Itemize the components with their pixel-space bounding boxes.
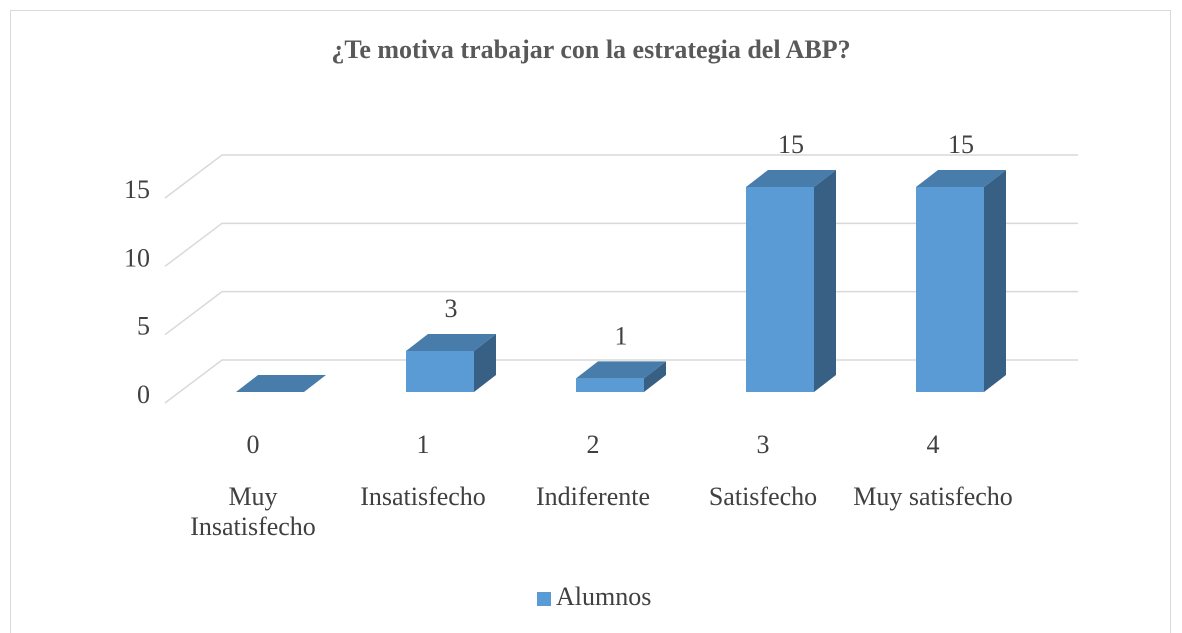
bar-side xyxy=(814,170,836,392)
x-category-label: Insatisfecho xyxy=(360,482,486,511)
bar xyxy=(406,351,474,392)
x-category-label: Muy Insatisfecho xyxy=(190,482,316,541)
bar-top xyxy=(916,170,1006,187)
bar-top xyxy=(576,361,666,379)
x-tick-label: 3 xyxy=(757,430,770,459)
x-tick-label: 4 xyxy=(927,430,940,459)
y-tick-label: 10 xyxy=(124,243,150,272)
y-tick-label: 0 xyxy=(137,380,150,409)
y-tick-label: 15 xyxy=(124,175,150,204)
legend-swatch xyxy=(537,592,551,606)
bar-side xyxy=(644,361,666,392)
data-label: 3 xyxy=(445,294,458,323)
x-category-label: Muy satisfecho xyxy=(853,482,1013,511)
bar-top xyxy=(236,375,326,392)
legend-label: Alumnos xyxy=(556,582,651,611)
x-tick-label: 0 xyxy=(247,430,260,459)
bar xyxy=(746,187,814,392)
bar-top xyxy=(746,170,836,187)
data-label: 1 xyxy=(615,321,628,350)
x-tick-label: 2 xyxy=(587,430,600,459)
y-tick-label: 5 xyxy=(137,312,150,341)
bar xyxy=(576,378,644,392)
x-category-label: Satisfecho xyxy=(708,482,818,511)
bar xyxy=(916,187,984,392)
grid-line xyxy=(164,154,1078,199)
data-label: 15 xyxy=(948,130,974,159)
bar-side xyxy=(984,170,1006,392)
bar-side xyxy=(474,334,496,392)
chart-border xyxy=(10,10,1171,633)
bar-top xyxy=(406,334,496,351)
chart-title: ¿Te motiva trabajar con la estrategia de… xyxy=(331,35,850,64)
x-category-label: Indiferente xyxy=(535,482,651,511)
data-label: 15 xyxy=(778,130,804,159)
x-tick-label: 1 xyxy=(417,430,430,459)
